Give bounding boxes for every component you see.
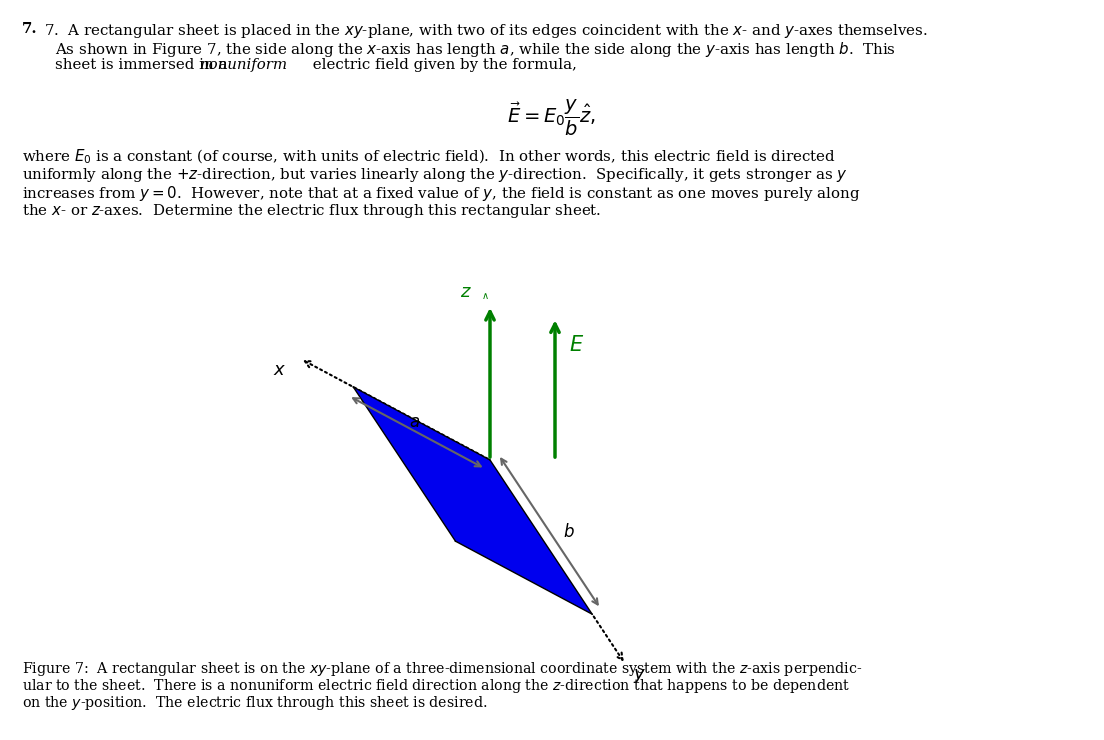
Text: the $x$- or $z$-axes.  Determine the electric flux through this rectangular shee: the $x$- or $z$-axes. Determine the elec… bbox=[22, 202, 602, 220]
Text: 7.  A rectangular sheet is placed in the $xy$-plane, with two of its edges coinc: 7. A rectangular sheet is placed in the … bbox=[44, 22, 927, 40]
Text: ular to the sheet.  There is a nonuniform electric field direction along the $z$: ular to the sheet. There is a nonuniform… bbox=[22, 677, 850, 695]
Text: $\wedge$: $\wedge$ bbox=[481, 291, 489, 301]
Text: sheet is immersed in a: sheet is immersed in a bbox=[55, 58, 232, 72]
Text: $z$: $z$ bbox=[460, 283, 473, 301]
Text: Figure 7:  A rectangular sheet is on the $xy$-plane of a three-dimensional coord: Figure 7: A rectangular sheet is on the … bbox=[22, 660, 862, 678]
Text: on the $y$-position.  The electric flux through this sheet is desired.: on the $y$-position. The electric flux t… bbox=[22, 694, 488, 712]
Text: $a$: $a$ bbox=[408, 414, 421, 431]
Text: $\vec{E} = E_0 \dfrac{y}{b} \hat{z},$: $\vec{E} = E_0 \dfrac{y}{b} \hat{z},$ bbox=[508, 98, 596, 138]
Text: $E$: $E$ bbox=[569, 335, 584, 355]
Text: $y$: $y$ bbox=[634, 667, 647, 685]
Text: uniformly along the $+z$-direction, but varies linearly along the $y$-direction.: uniformly along the $+z$-direction, but … bbox=[22, 166, 848, 184]
Polygon shape bbox=[353, 387, 592, 614]
Text: $x$: $x$ bbox=[273, 360, 286, 379]
Text: $b$: $b$ bbox=[563, 522, 575, 541]
Text: nonuniform: nonuniform bbox=[200, 58, 288, 72]
Text: As shown in Figure 7, the side along the $x$-axis has length $a$, while the side: As shown in Figure 7, the side along the… bbox=[55, 40, 896, 59]
Text: increases from $y = 0$.  However, note that at a fixed value of $y$, the field i: increases from $y = 0$. However, note th… bbox=[22, 184, 860, 203]
Text: where $E_0$ is a constant (of course, with units of electric field).  In other w: where $E_0$ is a constant (of course, wi… bbox=[22, 148, 836, 166]
Text: electric field given by the formula,: electric field given by the formula, bbox=[308, 58, 577, 72]
Text: 7.: 7. bbox=[22, 22, 38, 36]
